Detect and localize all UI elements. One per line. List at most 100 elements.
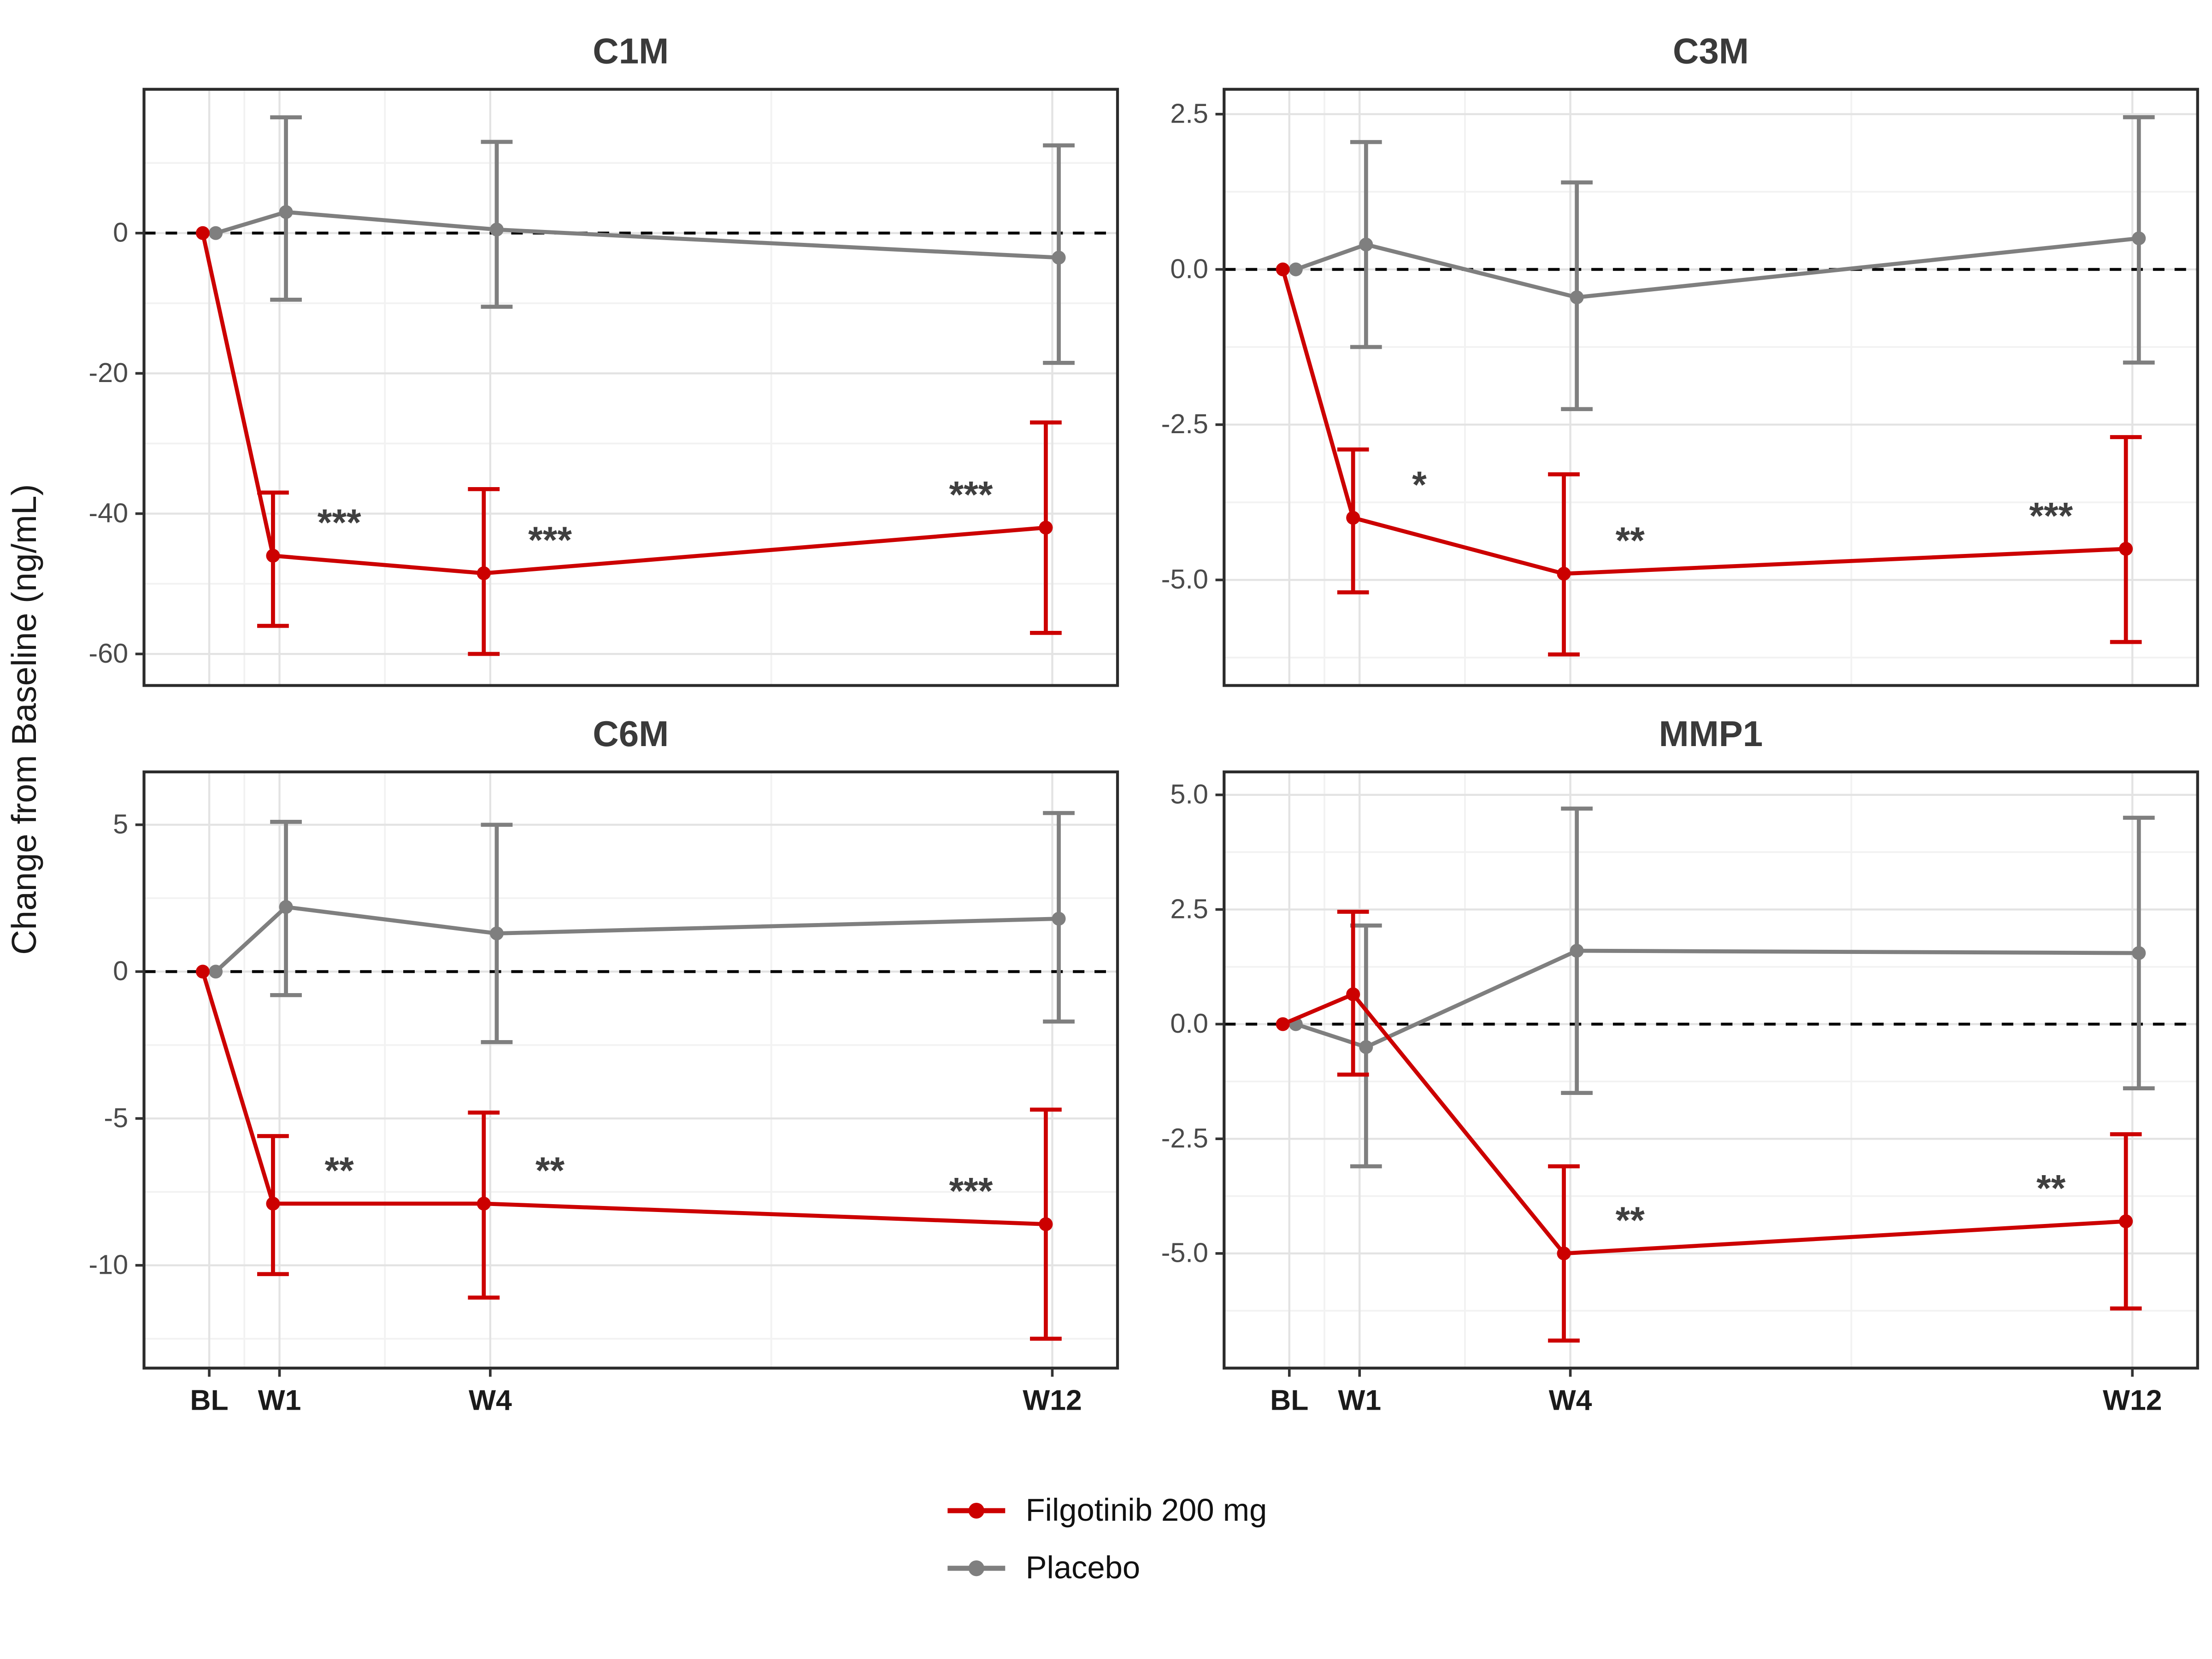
chart-panel-MMP1: ** ** MMP1 5.0 2.5 0.0 -2.5 -5.0 BL W1 W4 W12 [1161, 713, 2199, 1416]
data-point [2119, 1214, 2133, 1229]
significance-marker: ** [1616, 520, 1645, 562]
data-point [1346, 511, 1360, 525]
y-tick-label: 0.0 [1170, 253, 1208, 284]
data-point [1359, 237, 1373, 252]
data-point [1052, 912, 1066, 926]
data-point [1557, 566, 1571, 581]
data-point [1359, 1040, 1373, 1054]
legend-label-placebo: Placebo [1025, 1549, 1141, 1586]
significance-marker: *** [949, 1171, 993, 1212]
panel-background [144, 89, 1118, 686]
x-tick-label: W12 [1023, 1384, 1082, 1416]
series-line [200, 971, 1046, 1226]
panel-title: C3M [1673, 31, 1749, 71]
data-point [279, 900, 293, 914]
y-tick-label: -20 [88, 357, 128, 388]
panel-border [142, 88, 1119, 687]
x-tick-label: W1 [1338, 1384, 1381, 1416]
legend-box: Filgotinib 200 mg Placebo [945, 1492, 1267, 1587]
data-point [279, 205, 293, 219]
significance-marker: *** [949, 474, 993, 516]
legend-label-filgotinib: Filgotinib 200 mg [1025, 1492, 1267, 1528]
panel-border [1223, 88, 2199, 687]
data-point [1039, 521, 1053, 535]
data-point [1570, 290, 1584, 305]
y-tick-label: 0 [113, 217, 128, 248]
y-tick-label: -5.0 [1161, 564, 1208, 594]
y-tick-label: -5 [104, 1102, 128, 1133]
significance-marker: ** [1616, 1200, 1645, 1241]
data-point [1346, 987, 1360, 1001]
series-line [1295, 236, 2139, 300]
y-tick-label: -60 [88, 638, 128, 669]
data-point [2132, 231, 2146, 246]
legend: Filgotinib 200 mg Placebo [0, 1492, 2212, 1587]
panel-title: MMP1 [1659, 713, 1763, 754]
data-point [195, 226, 210, 240]
data-point [195, 965, 210, 979]
x-tick-label: W4 [1549, 1384, 1592, 1416]
legend-item-placebo: Placebo [945, 1550, 1140, 1587]
data-point [1288, 262, 1303, 276]
panel-background [144, 772, 1118, 1368]
x-tick-label: W1 [258, 1384, 301, 1416]
y-axis-label: Change from Baseline (ng/mL) [6, 484, 45, 956]
panel-title: C1M [593, 31, 669, 71]
data-point [266, 1196, 280, 1211]
filgotinib-line-dot-symbol [947, 1502, 1006, 1519]
panel-background [1224, 89, 2198, 686]
y-tick-label: 2.5 [1170, 893, 1208, 924]
significance-marker: * [1412, 464, 1427, 506]
significance-marker: ** [2036, 1168, 2066, 1210]
data-point [1276, 262, 1290, 276]
series-line [1281, 269, 2126, 576]
panel-title: C6M [593, 713, 669, 754]
y-tick-label: -40 [88, 497, 128, 528]
data-point [1039, 1217, 1053, 1231]
data-point [2119, 542, 2133, 556]
data-point [2132, 946, 2146, 960]
panel-border [1223, 770, 2199, 1370]
series-line [1282, 992, 2126, 1256]
data-point [209, 226, 223, 240]
data-point [209, 965, 223, 979]
x-tick-label: W12 [2103, 1384, 2162, 1416]
y-tick-label: 5.0 [1170, 779, 1208, 810]
series-line [215, 210, 1059, 260]
data-point [1570, 944, 1584, 958]
data-point [477, 1196, 491, 1211]
significance-marker: ** [535, 1150, 565, 1192]
panel-background [1224, 772, 2198, 1368]
data-point [1557, 1246, 1571, 1260]
series-line [200, 232, 1046, 576]
chart-panel-C1M: *** *** *** C1M 0 -20 -40 -60 [88, 31, 1119, 687]
y-tick-label: 0 [113, 955, 128, 986]
data-point [1052, 251, 1066, 265]
y-tick-label: -5.0 [1161, 1237, 1208, 1268]
x-tick-label: BL [190, 1384, 228, 1416]
significance-marker: ** [325, 1150, 354, 1192]
significance-marker: *** [318, 502, 361, 544]
y-tick-label: 0.0 [1170, 1008, 1208, 1039]
data-point [489, 223, 504, 237]
y-tick-label: -2.5 [1161, 408, 1208, 439]
x-tick-label: BL [1270, 1384, 1308, 1416]
panel-border [142, 770, 1119, 1370]
legend-item-filgotinib: Filgotinib 200 mg [945, 1492, 1267, 1530]
data-point [1276, 1017, 1290, 1031]
data-point [477, 566, 491, 580]
y-tick-label: 5 [113, 808, 128, 839]
x-tick-label: W4 [469, 1384, 512, 1416]
placebo-line-dot-symbol [947, 1560, 1006, 1577]
significance-marker: *** [2029, 495, 2073, 537]
chart-grid: *** *** *** C1M 0 -20 -40 -60 * ** *** C3M 2.5 0.0 -2.… [52, 18, 2209, 1426]
y-tick-label: -2.5 [1161, 1123, 1208, 1153]
series-line [214, 905, 1059, 973]
series-line [1295, 948, 2139, 1049]
data-point [489, 926, 504, 941]
data-point [266, 548, 280, 563]
y-tick-label: -10 [88, 1249, 128, 1280]
